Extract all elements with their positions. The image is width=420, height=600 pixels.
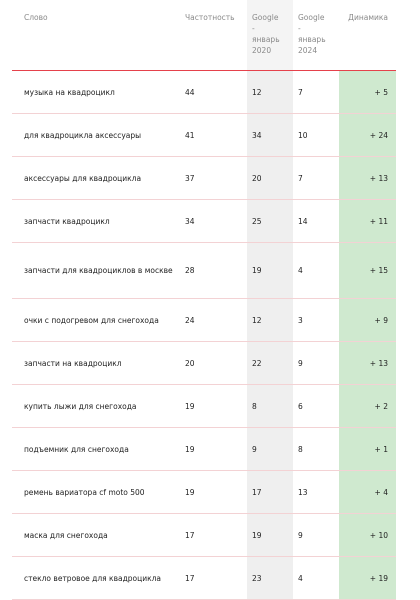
header-google-2020-line2: - <box>252 24 255 33</box>
cell-frequency: 17 <box>185 513 247 557</box>
cell-word: запчасти для квадроциклов в москве <box>12 242 185 299</box>
cell-word: запчасти квадроцикл <box>12 199 185 243</box>
cell-word: маска для снегохода <box>12 513 185 557</box>
keywords-table-container: Слово Частотность Google - январь 2020 G… <box>12 0 396 600</box>
cell-google-2024: 3 <box>293 298 339 342</box>
cell-google-2024: 9 <box>293 341 339 385</box>
cell-dynamics: + 15 <box>339 242 396 299</box>
table-row: запчасти на квадроцикл 20 22 9 + 13 <box>12 341 396 385</box>
cell-google-2020: 19 <box>247 513 293 557</box>
header-google-2024: Google - январь 2024 <box>293 0 339 71</box>
keywords-table: Слово Частотность Google - январь 2020 G… <box>12 0 396 600</box>
cell-word: стекло ветровое для квадроцикла <box>12 556 185 600</box>
header-google-2020-line3: январь <box>252 35 280 44</box>
cell-google-2024: 8 <box>293 427 339 471</box>
table-row: аксессуары для квадроцикла 37 20 7 + 13 <box>12 156 396 200</box>
cell-word: ремень вариатора cf moto 500 <box>12 470 185 514</box>
cell-google-2020: 25 <box>247 199 293 243</box>
table-body: музыка на квадроцикл 44 12 7 + 5 для ква… <box>12 70 396 600</box>
table-row: стекло ветровое для квадроцикла 17 23 4 … <box>12 556 396 600</box>
header-google-2024-line1: Google <box>298 13 325 22</box>
cell-word: очки с подогревом для снегохода <box>12 298 185 342</box>
cell-google-2024: 7 <box>293 156 339 200</box>
cell-google-2020: 22 <box>247 341 293 385</box>
cell-frequency: 19 <box>185 427 247 471</box>
table-row: маска для снегохода 17 19 9 + 10 <box>12 513 396 557</box>
header-google-2020-line4: 2020 <box>252 46 272 55</box>
cell-word: для квадроцикла аксессуары <box>12 113 185 157</box>
cell-frequency: 28 <box>185 242 247 299</box>
cell-frequency: 19 <box>185 384 247 428</box>
cell-google-2024: 4 <box>293 242 339 299</box>
header-word: Слово <box>24 13 48 22</box>
cell-dynamics: + 24 <box>339 113 396 157</box>
cell-google-2024: 9 <box>293 513 339 557</box>
cell-google-2020: 20 <box>247 156 293 200</box>
cell-google-2020: 12 <box>247 298 293 342</box>
cell-dynamics: + 4 <box>339 470 396 514</box>
cell-word: подъемник для снегохода <box>12 427 185 471</box>
header-google-2024-line3: январь <box>298 35 326 44</box>
cell-google-2020: 34 <box>247 113 293 157</box>
cell-google-2020: 17 <box>247 470 293 514</box>
cell-frequency: 20 <box>185 341 247 385</box>
cell-dynamics: + 2 <box>339 384 396 428</box>
cell-google-2024: 13 <box>293 470 339 514</box>
cell-dynamics: + 19 <box>339 556 396 600</box>
table-row: подъемник для снегохода 19 9 8 + 1 <box>12 427 396 471</box>
cell-google-2020: 9 <box>247 427 293 471</box>
cell-google-2024: 4 <box>293 556 339 600</box>
cell-word: купить лыжи для снегохода <box>12 384 185 428</box>
header-google-2020-line1: Google <box>252 13 279 22</box>
cell-google-2020: 8 <box>247 384 293 428</box>
table-row: запчасти квадроцикл 34 25 14 + 11 <box>12 199 396 243</box>
cell-word: аксессуары для квадроцикла <box>12 156 185 200</box>
cell-dynamics: + 9 <box>339 298 396 342</box>
cell-google-2020: 23 <box>247 556 293 600</box>
cell-word: запчасти на квадроцикл <box>12 341 185 385</box>
cell-frequency: 44 <box>185 70 247 114</box>
table-row: запчасти для квадроциклов в москве 28 19… <box>12 242 396 299</box>
header-google-2024-line4: 2024 <box>298 46 318 55</box>
header-frequency: Частотность <box>185 13 235 22</box>
cell-google-2020: 19 <box>247 242 293 299</box>
cell-frequency: 24 <box>185 298 247 342</box>
header-google-2020: Google - январь 2020 <box>247 0 293 71</box>
cell-dynamics: + 10 <box>339 513 396 557</box>
cell-frequency: 19 <box>185 470 247 514</box>
cell-frequency: 41 <box>185 113 247 157</box>
cell-google-2024: 7 <box>293 70 339 114</box>
cell-dynamics: + 13 <box>339 341 396 385</box>
cell-google-2020: 12 <box>247 70 293 114</box>
table-row: очки с подогревом для снегохода 24 12 3 … <box>12 298 396 342</box>
table-header: Слово Частотность Google - январь 2020 G… <box>12 0 396 71</box>
table-row: ремень вариатора cf moto 500 19 17 13 + … <box>12 470 396 514</box>
cell-frequency: 37 <box>185 156 247 200</box>
cell-dynamics: + 13 <box>339 156 396 200</box>
cell-google-2024: 6 <box>293 384 339 428</box>
cell-dynamics: + 11 <box>339 199 396 243</box>
header-dynamics: Динамика <box>339 0 396 71</box>
cell-dynamics: + 1 <box>339 427 396 471</box>
cell-frequency: 34 <box>185 199 247 243</box>
cell-google-2024: 10 <box>293 113 339 157</box>
header-row: Слово Частотность Google - январь 2020 G… <box>12 0 396 71</box>
table-row: купить лыжи для снегохода 19 8 6 + 2 <box>12 384 396 428</box>
cell-frequency: 17 <box>185 556 247 600</box>
table-row: для квадроцикла аксессуары 41 34 10 + 24 <box>12 113 396 157</box>
cell-word: музыка на квадроцикл <box>12 70 185 114</box>
cell-google-2024: 14 <box>293 199 339 243</box>
header-google-2024-line2: - <box>298 24 301 33</box>
table-row: музыка на квадроцикл 44 12 7 + 5 <box>12 70 396 114</box>
cell-dynamics: + 5 <box>339 70 396 114</box>
